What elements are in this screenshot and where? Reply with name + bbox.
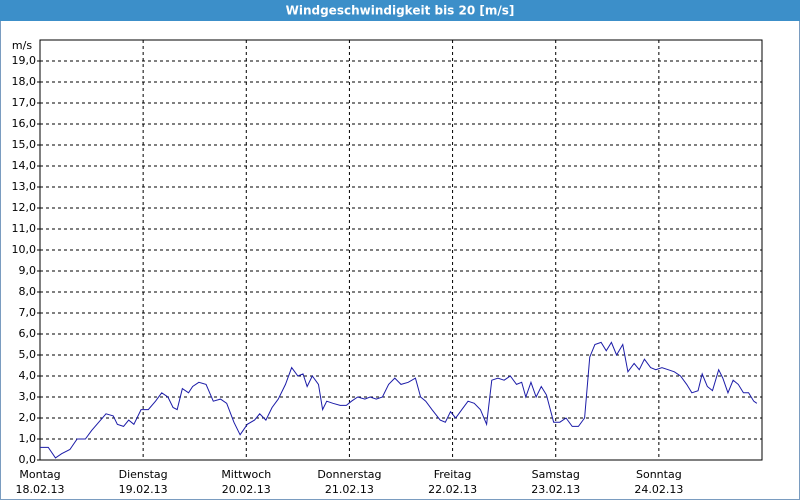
y-tick-label: 11,0: [12, 222, 37, 235]
y-tick-label: 18,0: [12, 75, 37, 88]
y-tick-label: 15,0: [12, 138, 37, 151]
y-tick-label: 13,0: [12, 180, 37, 193]
x-tick-date: 18.02.13: [16, 483, 65, 496]
data-line: [40, 341, 758, 459]
y-unit: m/s: [12, 39, 32, 52]
y-tick-label: 1,0: [19, 432, 37, 445]
x-tick-label: Mittwoch: [221, 468, 271, 481]
x-tick-label: Donnerstag: [317, 468, 381, 481]
y-tick-label: 8,0: [19, 285, 37, 298]
y-tick-label: 3,0: [19, 390, 37, 403]
chart-title: Windgeschwindigkeit bis 20 [m/s]: [286, 4, 515, 18]
y-tick-label: 16,0: [12, 117, 37, 130]
x-tick-date: 22.02.13: [428, 483, 477, 496]
x-tick-label: Sonntag: [636, 468, 682, 481]
x-tick-date: 19.02.13: [119, 483, 168, 496]
x-tick-date: 24.02.13: [634, 483, 683, 496]
y-tick-label: 19,0: [12, 54, 37, 67]
y-tick-label: 9,0: [19, 264, 37, 277]
y-tick-label: 6,0: [19, 327, 37, 340]
y-tick-label: 2,0: [19, 411, 37, 424]
y-tick-label: 5,0: [19, 348, 37, 361]
y-tick-label: 17,0: [12, 96, 37, 109]
x-tick-label: Dienstag: [119, 468, 168, 481]
x-tick-label: Montag: [19, 468, 60, 481]
title-bar: [0, 0, 800, 21]
x-tick-date: 23.02.13: [531, 483, 580, 496]
y-tick-label: 0,0: [19, 453, 37, 466]
x-tick-label: Freitag: [434, 468, 472, 481]
x-tick-label: Samstag: [532, 468, 580, 481]
y-tick-label: 7,0: [19, 306, 37, 319]
y-tick-label: 14,0: [12, 159, 37, 172]
y-tick-label: 4,0: [19, 369, 37, 382]
y-tick-label: 12,0: [12, 201, 37, 214]
x-tick-date: 20.02.13: [222, 483, 271, 496]
y-tick-label: 10,0: [12, 243, 37, 256]
x-tick-date: 21.02.13: [325, 483, 374, 496]
